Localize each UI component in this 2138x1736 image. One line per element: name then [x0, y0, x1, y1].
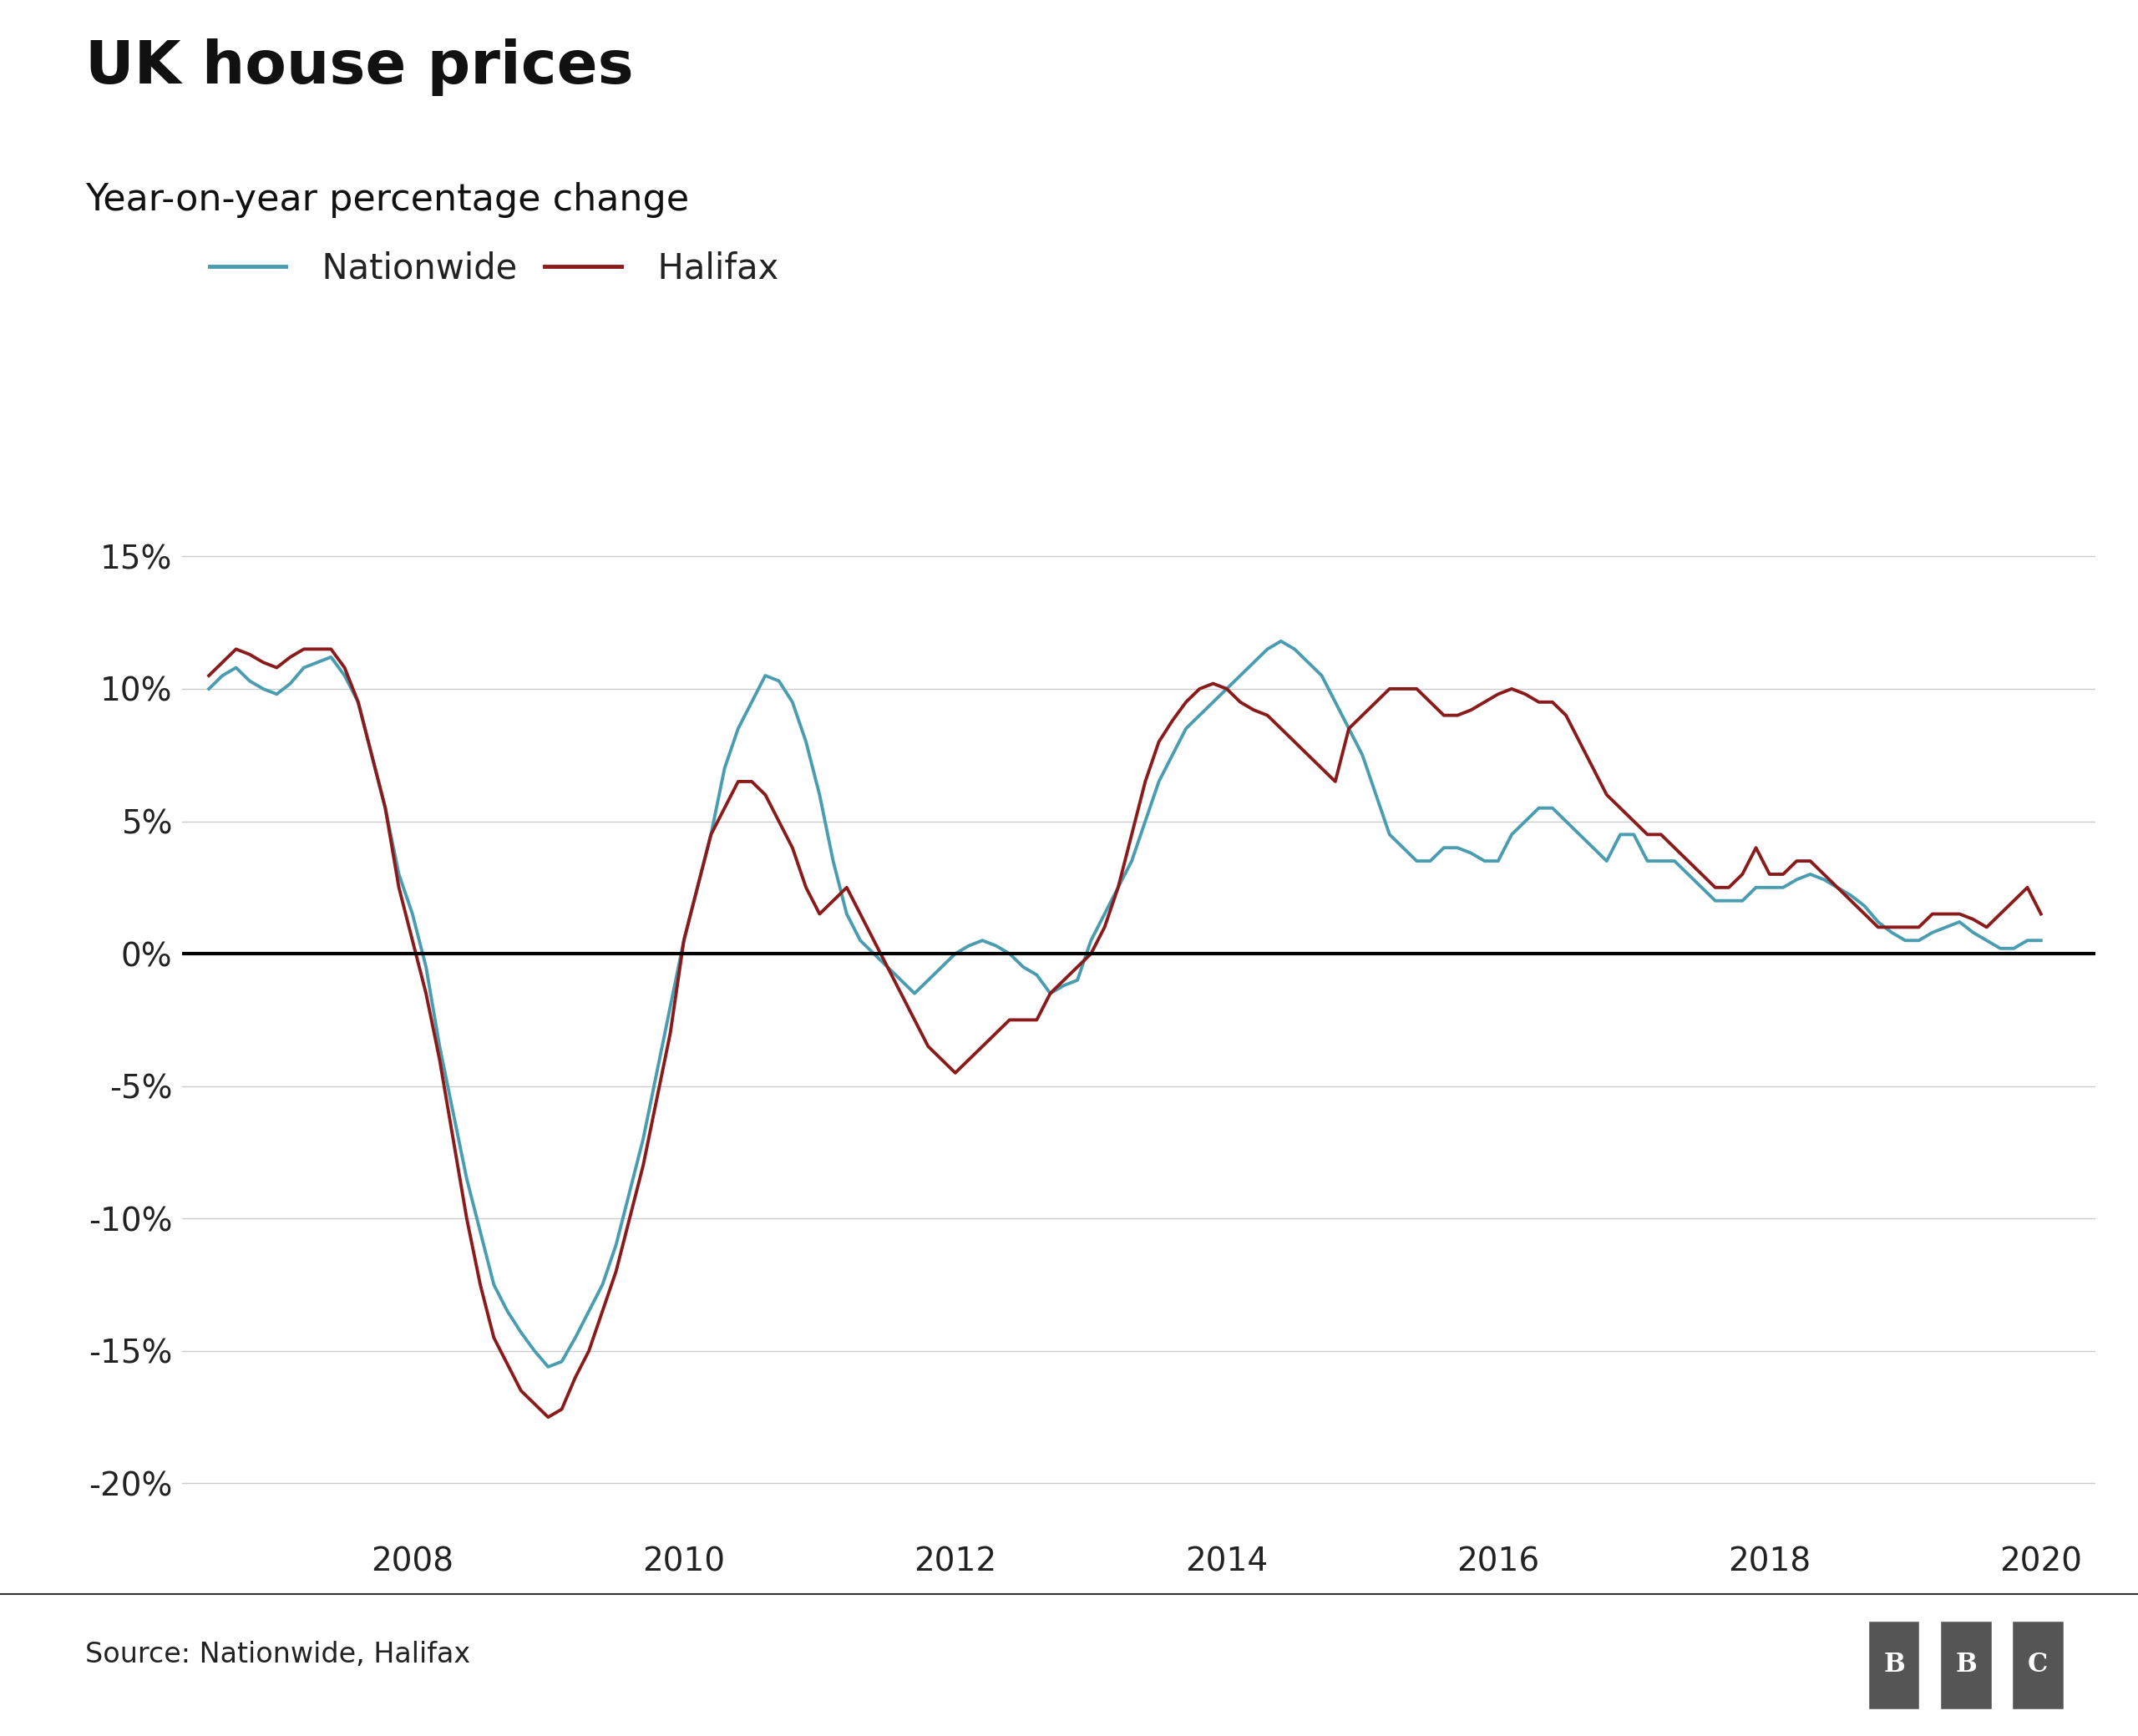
Text: B: B — [1954, 1653, 1978, 1677]
Text: Year-on-year percentage change: Year-on-year percentage change — [86, 182, 688, 219]
Text: B: B — [1884, 1653, 1905, 1677]
FancyBboxPatch shape — [1939, 1620, 1993, 1710]
Text: C: C — [2027, 1653, 2048, 1677]
FancyBboxPatch shape — [1869, 1620, 1920, 1710]
Text: Source: Nationwide, Halifax: Source: Nationwide, Halifax — [86, 1641, 470, 1668]
Text: UK house prices: UK house prices — [86, 38, 633, 95]
Legend:   Nationwide,   Halifax: Nationwide, Halifax — [195, 236, 793, 300]
FancyBboxPatch shape — [2012, 1620, 2063, 1710]
